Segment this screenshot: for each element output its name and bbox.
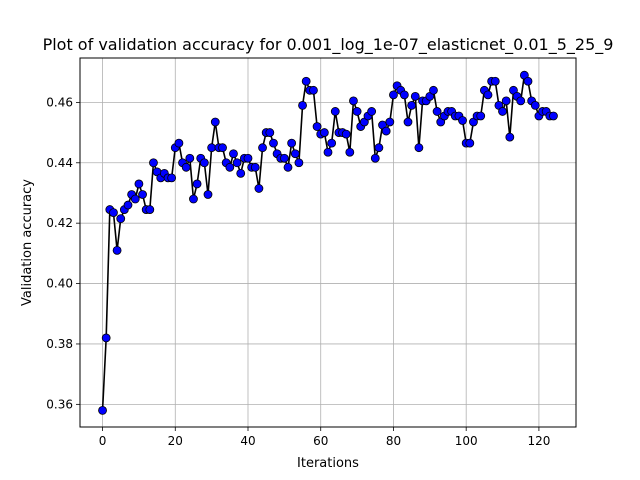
x-axis-ticks: 0 20 40 60 80 100 120 (99, 427, 550, 448)
x-tick-label: 20 (168, 434, 183, 448)
data-point (254, 184, 264, 193)
data-point (341, 129, 351, 139)
chart-title: Plot of validation accuracy for 0.001_lo… (43, 35, 614, 55)
data-point (312, 122, 322, 131)
data-point (407, 101, 417, 110)
x-tick-label: 60 (313, 434, 328, 448)
y-axis-label: Validation accuracy (20, 179, 35, 306)
data-point (189, 194, 198, 204)
data-point (345, 147, 355, 157)
data-point (283, 162, 293, 172)
y-tick-label: 0.46 (46, 95, 73, 109)
data-point (290, 149, 300, 159)
series-validation-accuracy (98, 70, 558, 415)
data-point (174, 138, 184, 148)
data-point (207, 143, 217, 153)
data-point (309, 85, 318, 95)
data-point (389, 90, 398, 100)
data-point (498, 107, 507, 116)
data-point (232, 158, 242, 168)
data-point (101, 333, 111, 343)
data-point (523, 76, 533, 86)
data-point (181, 162, 191, 172)
data-point (112, 245, 122, 255)
data-point (225, 162, 235, 172)
data-point (429, 85, 438, 95)
y-tick-label: 0.36 (46, 397, 73, 411)
y-tick-label: 0.40 (46, 277, 73, 291)
data-point (370, 153, 380, 163)
data-point (192, 179, 202, 189)
data-point (501, 96, 511, 106)
data-point (352, 107, 362, 116)
data-point (243, 153, 253, 163)
data-point (349, 96, 358, 106)
data-point (287, 138, 297, 148)
x-tick-label: 100 (455, 434, 478, 448)
data-point (505, 132, 515, 142)
data-point (298, 101, 307, 110)
data-point (218, 143, 227, 153)
data-point (458, 116, 467, 125)
data-point (265, 128, 275, 137)
x-tick-label: 80 (386, 434, 401, 448)
data-point (236, 168, 246, 178)
data-point (403, 117, 413, 127)
data-point (301, 76, 311, 86)
data-point (123, 200, 133, 210)
data-point (327, 138, 337, 148)
data-point (530, 101, 540, 110)
data-point (294, 158, 304, 168)
data-point (130, 194, 140, 204)
data-point (116, 214, 126, 224)
data-point (549, 111, 558, 121)
y-axis-ticks: 0.36 0.38 0.40 0.42 0.44 0.46 (46, 95, 80, 411)
x-axis-label: Iterations (297, 456, 359, 471)
data-point (476, 111, 486, 121)
data-point (269, 138, 278, 148)
plot-frame (79, 57, 577, 428)
data-point (410, 91, 420, 101)
data-point (381, 126, 391, 136)
y-tick-label: 0.42 (46, 216, 73, 230)
y-tick-label: 0.38 (46, 337, 73, 351)
data-point (199, 158, 209, 168)
data-point (229, 149, 238, 159)
x-tick-label: 0 (99, 434, 107, 448)
data-point (279, 153, 289, 163)
data-point (98, 405, 107, 415)
data-point (210, 117, 220, 127)
data-point (465, 138, 475, 148)
data-point (432, 107, 442, 116)
data-point (367, 107, 377, 116)
x-tick-label: 120 (527, 434, 550, 448)
data-point (138, 190, 147, 199)
data-point (330, 107, 340, 116)
data-point (145, 205, 155, 214)
data-point (319, 128, 329, 137)
data-point (399, 90, 409, 100)
data-point (134, 179, 144, 189)
data-point (109, 208, 118, 218)
y-tick-label: 0.44 (46, 156, 73, 170)
data-point (414, 143, 424, 153)
x-tick-label: 40 (240, 434, 255, 448)
data-point (323, 147, 333, 157)
data-point (516, 96, 526, 106)
data-point (490, 76, 500, 86)
data-point (203, 190, 213, 199)
data-point (250, 162, 260, 172)
data-point (385, 117, 395, 127)
data-point (185, 153, 195, 163)
data-point (149, 158, 158, 168)
data-point (258, 143, 267, 153)
plot-area (80, 58, 576, 427)
data-point (167, 173, 177, 183)
data-point (374, 143, 384, 153)
data-point (483, 90, 493, 100)
